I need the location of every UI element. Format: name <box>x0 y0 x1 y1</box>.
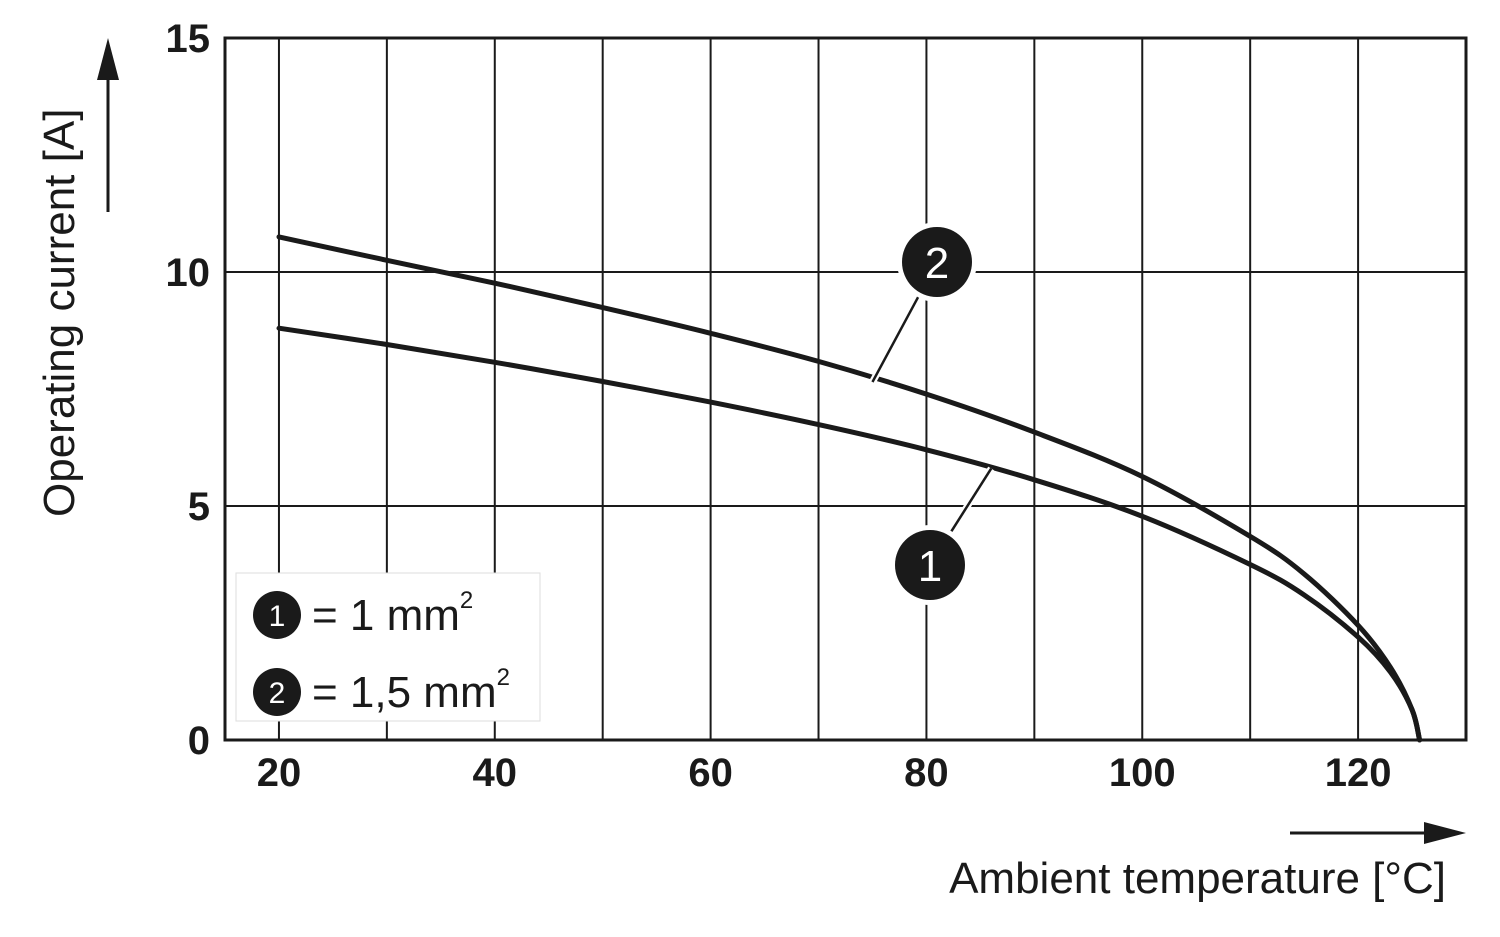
legend-label-1: = 1 mm2 <box>312 587 473 640</box>
legend-badge-2-label: 2 <box>269 677 286 710</box>
series-lines <box>276 234 1423 743</box>
x-tick-label: 60 <box>688 751 733 795</box>
x-tick-label: 80 <box>904 751 949 795</box>
x-tick-label: 120 <box>1325 751 1392 795</box>
x-tick-label: 40 <box>473 751 518 795</box>
legend-item-1: 1 = 1 mm2 <box>253 587 473 640</box>
legend-badge-1-label: 1 <box>269 600 286 633</box>
y-tick-label: 0 <box>188 719 210 763</box>
x-axis-title: Ambient temperature [°C] <box>949 854 1446 903</box>
legend-label-2-text: = 1,5 mm <box>312 668 497 717</box>
x-tick-label: 100 <box>1109 751 1176 795</box>
legend-item-2: 2 = 1,5 mm2 <box>253 664 510 717</box>
y-tick-label: 10 <box>166 251 211 295</box>
y-tick-label: 5 <box>188 485 210 529</box>
legend-badge-1 <box>253 591 301 639</box>
y-tick-label: 15 <box>166 17 211 61</box>
legend-label-2-superscript: 2 <box>497 664 510 691</box>
y-axis-arrow-head <box>97 38 119 80</box>
x-axis-arrow-head <box>1424 822 1466 844</box>
annotation-badge-2 <box>902 227 972 297</box>
plot-frame <box>223 36 1468 742</box>
tick-labels: 20 40 60 80 100 120 0 5 10 15 <box>166 17 1392 795</box>
annotation-badge-1 <box>895 530 965 600</box>
series-annotations: 12 <box>869 222 995 605</box>
series-line-2 <box>276 234 1423 743</box>
legend-badge-2 <box>253 668 301 716</box>
y-axis-title: Operating current [A] <box>35 109 84 517</box>
legend-label-2: = 1,5 mm2 <box>312 664 510 717</box>
series-line-1 <box>276 325 1423 743</box>
annotation-leader-1 <box>949 467 993 534</box>
grid <box>225 38 1466 740</box>
legend-label-1-text: = 1 mm <box>312 591 460 640</box>
annotation-badge-label-1: 1 <box>918 542 942 591</box>
annotation-leader-2 <box>871 294 921 383</box>
legend: 1 = 1 mm2 2 = 1,5 mm2 <box>235 572 541 722</box>
annotation-badge-label-2: 2 <box>925 239 949 288</box>
legend-label-1-superscript: 2 <box>460 587 473 614</box>
x-tick-label: 20 <box>257 751 302 795</box>
